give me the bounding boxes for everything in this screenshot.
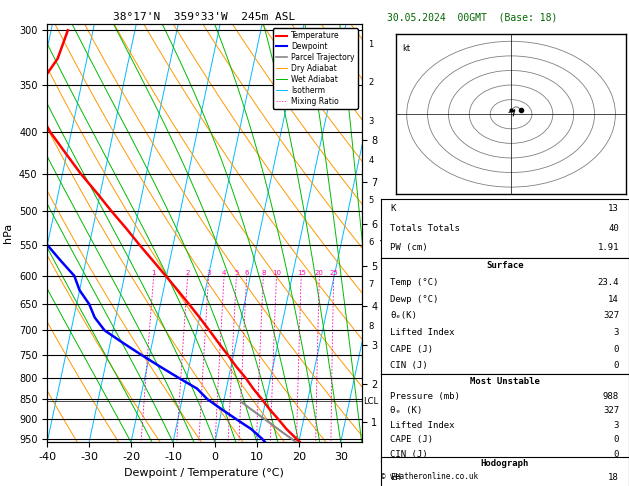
Text: 3: 3 (369, 117, 374, 126)
Text: 1: 1 (369, 40, 374, 49)
Text: 4: 4 (369, 156, 374, 165)
Text: 15: 15 (297, 270, 306, 276)
Text: 5: 5 (369, 196, 374, 206)
Text: 3: 3 (614, 328, 619, 337)
Text: 7: 7 (369, 279, 374, 289)
Text: © weatheronline.co.uk: © weatheronline.co.uk (381, 472, 477, 481)
Text: 40: 40 (608, 224, 619, 233)
Title: 38°17'N  359°33'W  245m ASL: 38°17'N 359°33'W 245m ASL (113, 12, 296, 22)
Text: 20: 20 (315, 270, 324, 276)
Text: 2: 2 (186, 270, 190, 276)
Text: 1.91: 1.91 (598, 243, 619, 252)
Text: 0: 0 (614, 345, 619, 354)
Text: 10: 10 (272, 270, 281, 276)
Text: LCL: LCL (363, 397, 378, 406)
Text: Dewp (°C): Dewp (°C) (391, 295, 439, 304)
Text: Surface: Surface (486, 261, 523, 270)
Text: CIN (J): CIN (J) (391, 450, 428, 459)
Text: Lifted Index: Lifted Index (391, 421, 455, 430)
Text: 6: 6 (245, 270, 249, 276)
Text: Most Unstable: Most Unstable (470, 377, 540, 386)
Text: 8: 8 (261, 270, 265, 276)
Text: Temp (°C): Temp (°C) (391, 278, 439, 287)
Text: θₑ (K): θₑ (K) (391, 406, 423, 415)
Text: 0: 0 (614, 435, 619, 444)
Text: EH: EH (391, 473, 401, 482)
Text: 327: 327 (603, 406, 619, 415)
Text: K: K (391, 205, 396, 213)
Text: θₑ(K): θₑ(K) (391, 312, 418, 320)
Text: 6: 6 (369, 238, 374, 247)
Text: 0: 0 (614, 362, 619, 370)
Y-axis label: hPa: hPa (3, 223, 13, 243)
Text: Hodograph: Hodograph (481, 459, 529, 468)
Text: kt: kt (403, 44, 411, 53)
Y-axis label: km
ASL: km ASL (381, 224, 402, 243)
Text: Totals Totals: Totals Totals (391, 224, 460, 233)
Text: 327: 327 (603, 312, 619, 320)
Text: 3: 3 (206, 270, 211, 276)
Legend: Temperature, Dewpoint, Parcel Trajectory, Dry Adiabat, Wet Adiabat, Isotherm, Mi: Temperature, Dewpoint, Parcel Trajectory… (273, 28, 358, 109)
Text: 30.05.2024  00GMT  (Base: 18): 30.05.2024 00GMT (Base: 18) (387, 12, 557, 22)
Text: 23.4: 23.4 (598, 278, 619, 287)
X-axis label: Dewpoint / Temperature (°C): Dewpoint / Temperature (°C) (125, 468, 284, 478)
Text: PW (cm): PW (cm) (391, 243, 428, 252)
Text: 988: 988 (603, 392, 619, 400)
Text: 1: 1 (152, 270, 156, 276)
Text: 4: 4 (222, 270, 226, 276)
Text: 13: 13 (608, 205, 619, 213)
Text: 5: 5 (234, 270, 238, 276)
Text: CAPE (J): CAPE (J) (391, 345, 433, 354)
Text: CAPE (J): CAPE (J) (391, 435, 433, 444)
Text: 8: 8 (369, 322, 374, 331)
Text: CIN (J): CIN (J) (391, 362, 428, 370)
Text: Pressure (mb): Pressure (mb) (391, 392, 460, 400)
Text: 0: 0 (614, 450, 619, 459)
Text: 25: 25 (330, 270, 338, 276)
Text: 18: 18 (608, 473, 619, 482)
Text: Lifted Index: Lifted Index (391, 328, 455, 337)
Text: 3: 3 (614, 421, 619, 430)
Text: 14: 14 (608, 295, 619, 304)
Text: 2: 2 (369, 78, 374, 87)
